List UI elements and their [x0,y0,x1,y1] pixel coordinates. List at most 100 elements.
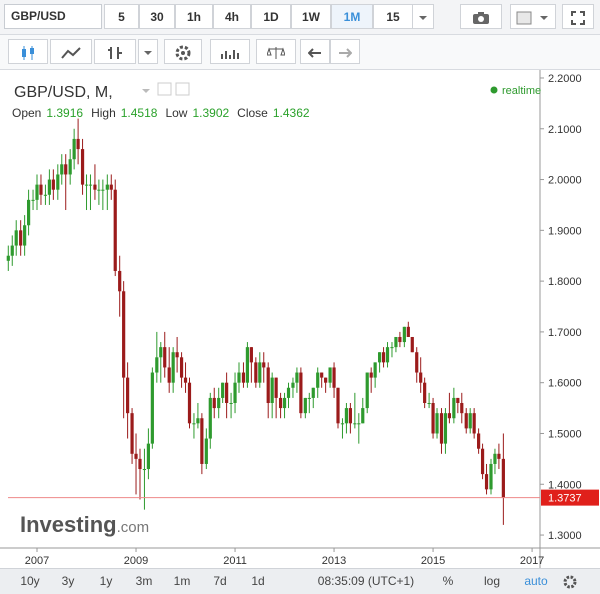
candle-body [109,184,113,190]
candle-body [155,357,159,373]
candle-body [299,372,303,414]
watermark-brand: Investing [20,512,117,537]
ohlc-label: High [91,106,116,120]
candle-body [406,326,410,337]
line-tool[interactable] [50,39,92,64]
range-button[interactable]: 1m [173,574,191,588]
candle-body [497,453,501,459]
color-picker[interactable] [510,4,556,29]
range-button[interactable]: 3y [61,574,75,588]
candle-body [452,397,456,419]
candle-body [295,372,299,383]
x-tick-label: 2009 [124,555,148,567]
ohlc-header: Open 1.3916 High 1.4518 Low 1.3902 Close 1.4362 [12,106,310,120]
y-tick-label: 1.4000 [548,479,582,491]
candle-body [245,347,250,383]
candle-body [415,352,419,373]
candle-body [146,443,151,470]
candle-body [447,413,452,419]
candle-body [183,377,188,383]
screenshot-button[interactable] [460,4,502,29]
candle-body [56,174,60,190]
tool-toolbar [0,35,600,70]
interval-button[interactable]: 1W [291,4,331,29]
interval-dropdown[interactable] [412,4,434,29]
scale-option[interactable]: auto [524,574,548,588]
range-button[interactable]: 10y [20,574,40,588]
candle-body [443,413,448,444]
candle-body [23,225,27,246]
scale-option[interactable]: % [442,574,454,588]
candle-body [480,448,485,475]
candle-body [212,397,216,409]
last-price-box [541,489,599,506]
candle-body [225,382,229,404]
redo-button[interactable] [330,39,360,64]
candle-body [229,403,233,405]
candle-body [134,453,138,459]
candle-body [328,367,332,383]
candle-body [258,362,262,383]
range-button[interactable]: 7d [213,574,227,588]
watermark: Investing.com [20,512,149,537]
candle-body [344,408,349,424]
candle-body [64,164,68,175]
candle-body [431,403,435,434]
watermark-domain: .com [117,519,150,536]
top-toolbar: GBP/USD 5 30 1h 4h 1D 1W 1M 15 [0,0,600,35]
candle-body [179,357,184,378]
indicators-tool[interactable] [210,39,250,64]
bars-tool[interactable] [94,39,136,64]
y-tick-label: 1.9000 [548,225,582,237]
compare-tool[interactable] [256,39,296,64]
y-tick-label: 2.1000 [548,124,582,136]
candle-body [39,184,43,195]
fullscreen-button[interactable] [562,4,594,29]
undo-button[interactable] [300,39,330,64]
range-button[interactable]: 3m [135,574,153,588]
candle-body [427,403,431,405]
candle-body [118,270,122,292]
candle-body [72,138,76,160]
candle-body [221,382,225,398]
candle-body [80,149,85,185]
symbol-input[interactable]: GBP/USD [4,4,102,29]
candle-body [278,397,283,409]
plot-background [8,70,540,548]
candle-body [381,352,386,363]
candle-body [43,194,48,196]
range-button[interactable]: 1y [99,574,113,588]
footer-settings[interactable] [558,569,582,594]
scale-option[interactable]: log [483,574,500,588]
range-button[interactable]: 1d [251,574,265,588]
candle-body [324,377,328,383]
candle-body [270,377,274,404]
candle-body [402,326,406,343]
candle-body [237,372,241,383]
settings-tool[interactable] [164,39,202,64]
ohlc-label: Low [165,106,187,120]
y-tick-label: 1.5000 [548,428,582,440]
candle-body [113,189,117,271]
interval-button[interactable]: 15 [373,4,413,29]
candle-body [159,347,163,358]
interval-button[interactable]: 1M [331,4,373,29]
candle-body [390,347,394,349]
candle-body [126,377,130,414]
type-dropdown[interactable] [138,39,158,64]
interval-button[interactable]: 1h [175,4,213,29]
candle-body [163,347,167,368]
candle-body [93,184,97,190]
candle-body [477,433,481,449]
candle-body [150,372,154,444]
last-price-label: 1.3737 [548,493,582,505]
candle-body [187,382,192,424]
candle-body [394,336,398,348]
interval-button[interactable]: 1D [251,4,291,29]
candles-tool[interactable] [8,39,48,64]
interval-button[interactable]: 5 [104,4,139,29]
interval-button[interactable]: 4h [213,4,251,29]
candle-body [204,438,208,464]
candle-body [31,199,35,201]
interval-button[interactable]: 30 [139,4,175,29]
